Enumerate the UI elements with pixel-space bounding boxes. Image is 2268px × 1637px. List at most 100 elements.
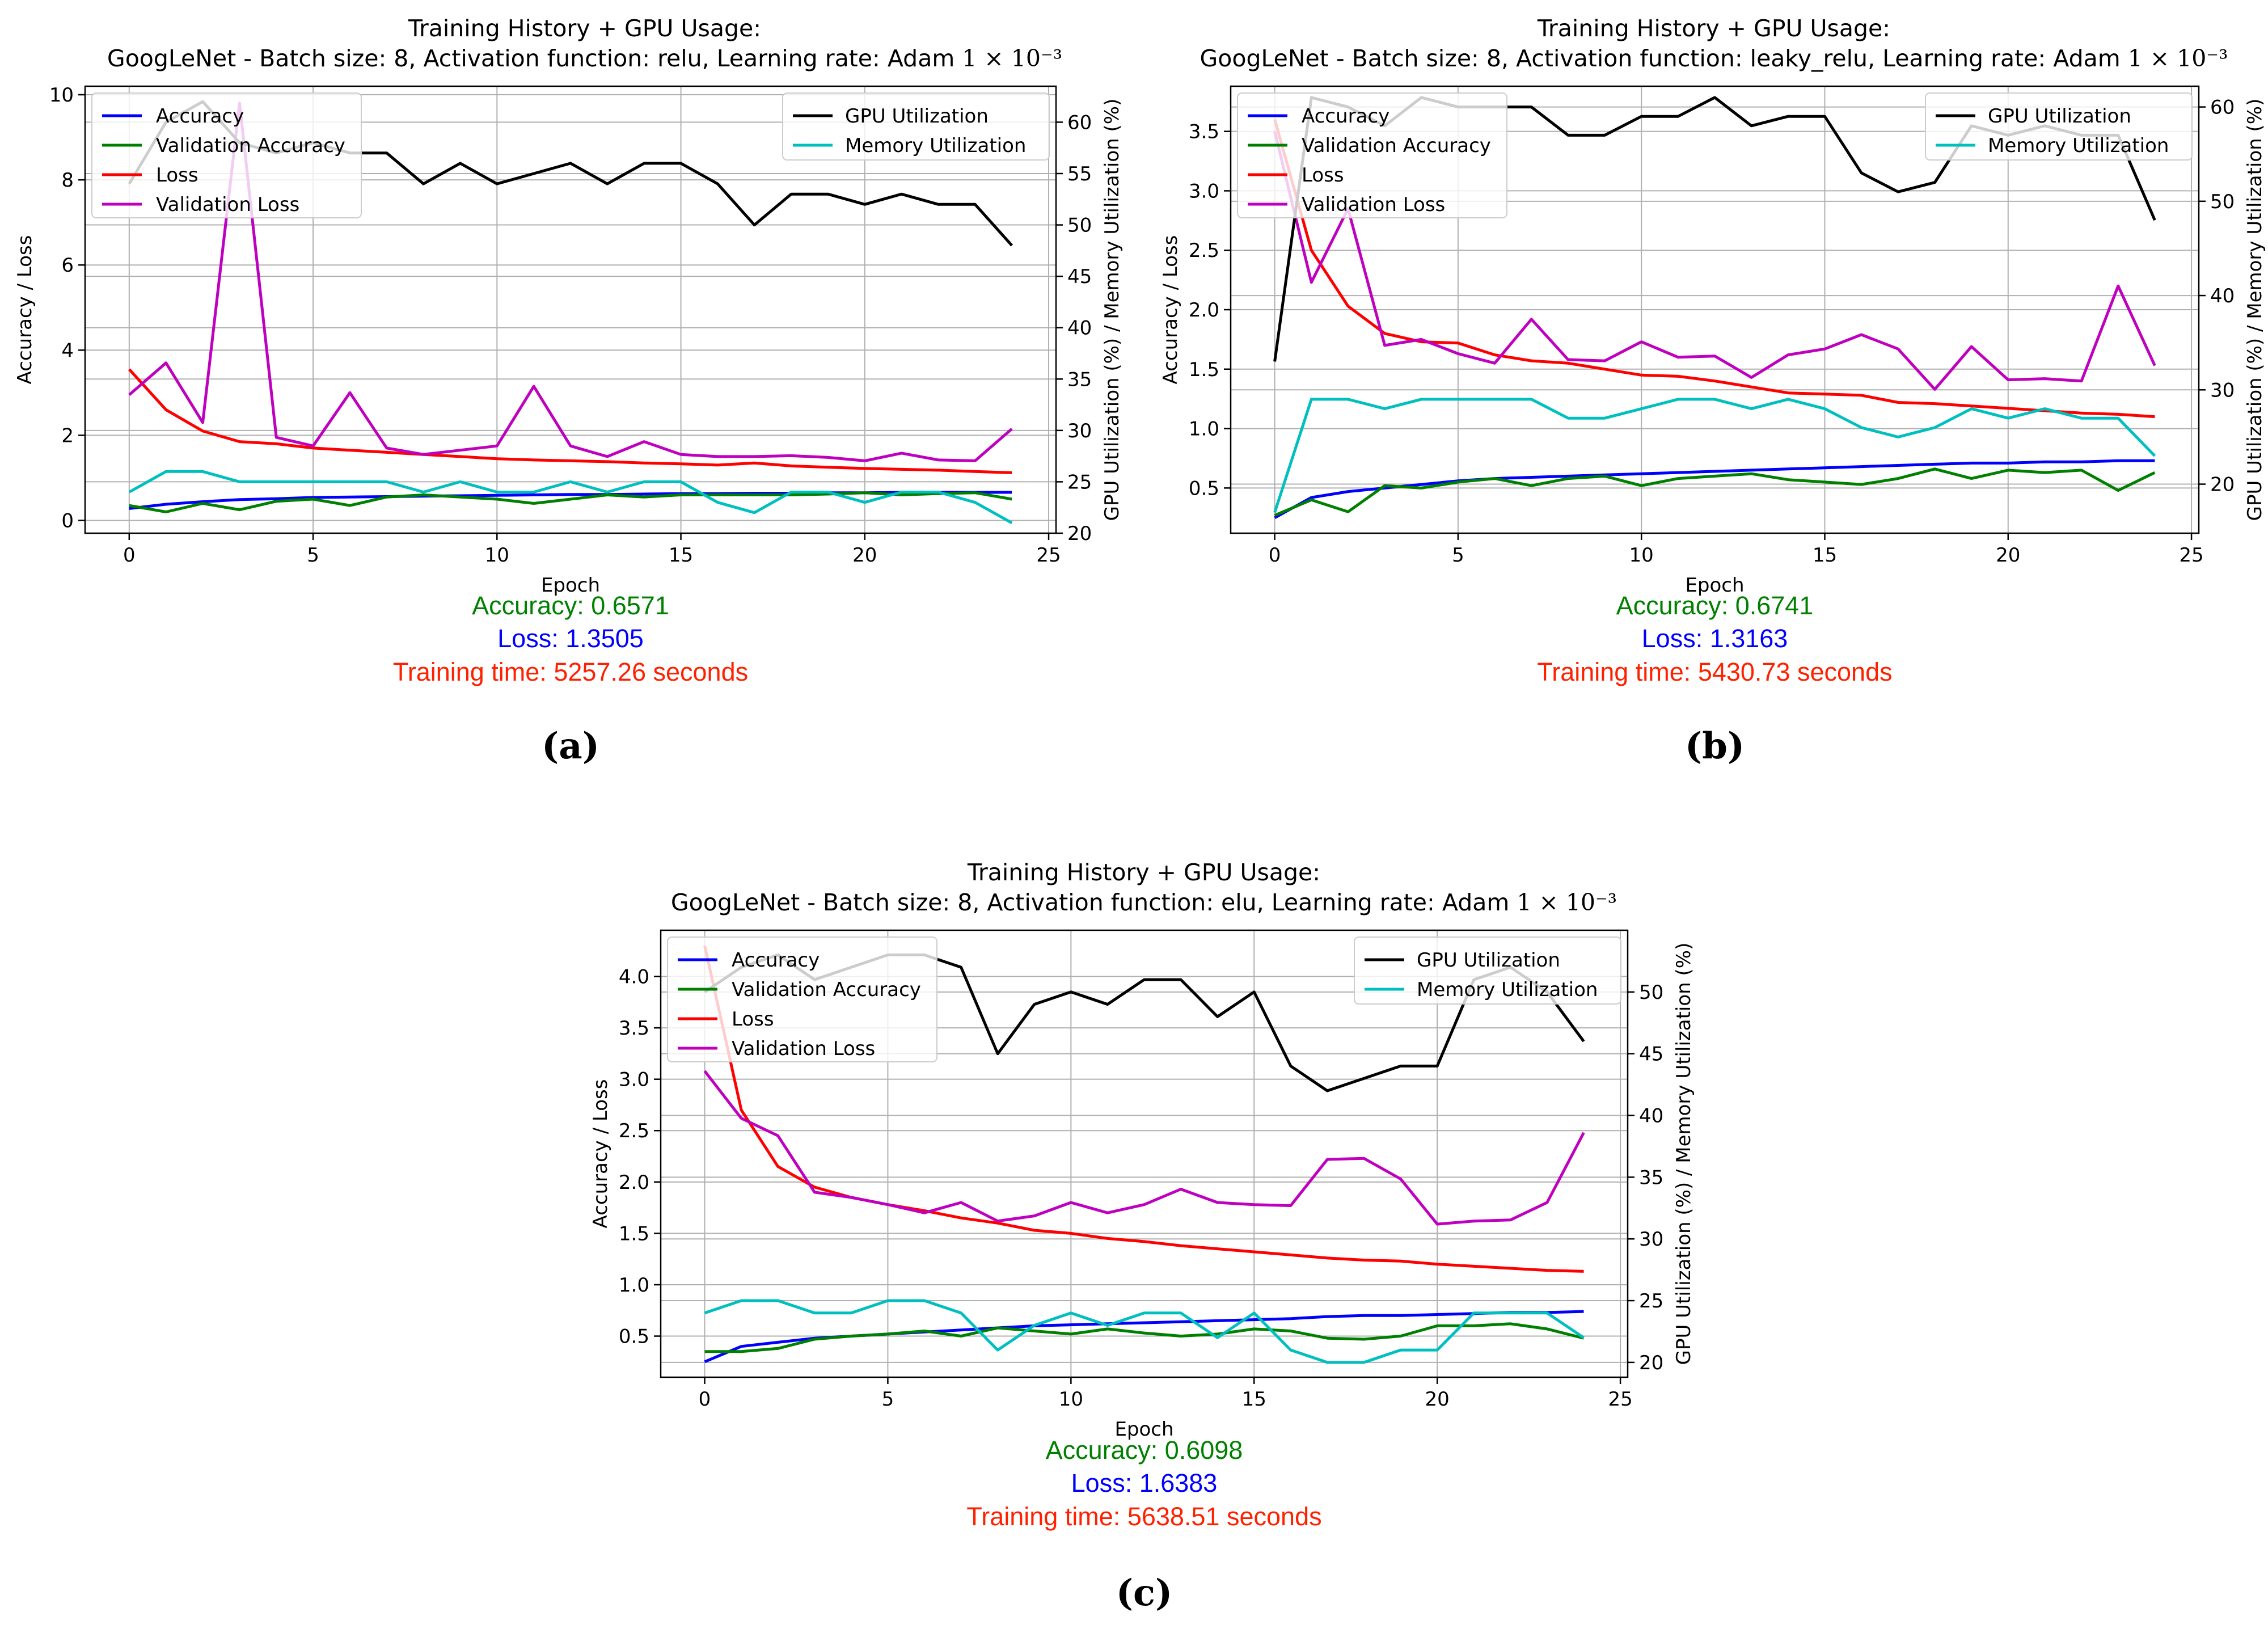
x-tick-label: 5 bbox=[882, 1388, 894, 1411]
y2-tick-label: 20 bbox=[2210, 474, 2235, 496]
legend-label-accuracy: Accuracy bbox=[156, 105, 244, 128]
x-tick-label: 15 bbox=[1813, 544, 1837, 567]
chart-panel-c: 0 5 10 15 20 25 0.5 1.0 1.5 2.0 2.5 3.0 3.5 4.0 20 25 30… bbox=[589, 859, 1695, 1614]
legend-label-gpu-utilization: GPU Utilization bbox=[845, 105, 989, 128]
legend-label-loss: Loss bbox=[732, 1008, 774, 1031]
y2-tick-label: 60 bbox=[1067, 111, 1092, 134]
y-tick-label: 0.5 bbox=[619, 1326, 649, 1348]
x-tick-label: 0 bbox=[699, 1388, 711, 1411]
y2-tick-label: 50 bbox=[2210, 191, 2235, 213]
legend-label-validation-accuracy: Validation Accuracy bbox=[732, 978, 921, 1001]
legend-label-accuracy: Accuracy bbox=[1302, 105, 1389, 128]
chart-panel-a: 0 5 10 15 20 25 0 2 4 6 8 10 20 25 30 35 40 45 50 55 60 Epoch… bbox=[14, 15, 1124, 767]
x-tick-label: 5 bbox=[307, 544, 319, 567]
y-tick-label: 2.5 bbox=[1189, 239, 1219, 262]
y-tick-label: 1.5 bbox=[1189, 358, 1219, 381]
y-tick-label: 1.0 bbox=[1189, 418, 1219, 441]
chart-subtitle-math: 1 × 10⁻³ bbox=[1509, 889, 1617, 916]
stat-loss: Loss: 1.6383 bbox=[1071, 1469, 1218, 1497]
y-tick-label: 2.0 bbox=[1189, 299, 1219, 322]
stat-accuracy: Accuracy: 0.6571 bbox=[472, 591, 669, 620]
x-tick-label: 10 bbox=[1059, 1388, 1083, 1411]
series-line-loss bbox=[1273, 119, 2155, 419]
series-line-memory-utilization bbox=[704, 1299, 1585, 1364]
legend-right: GPU Utilization Memory Utilization bbox=[1354, 936, 1621, 1005]
legend-label-validation-accuracy: Validation Accuracy bbox=[1302, 134, 1491, 157]
y-tick-label: 4.0 bbox=[619, 966, 649, 989]
y-tick-label: 0 bbox=[61, 509, 74, 532]
legend-left: Accuracy Validation Accuracy Loss Validatio… bbox=[667, 936, 937, 1062]
series-line-validation-accuracy bbox=[704, 1322, 1585, 1353]
y2-tick-label: 35 bbox=[1067, 368, 1092, 391]
plot-frame bbox=[660, 929, 1629, 1378]
y-tick-label: 2.0 bbox=[619, 1171, 649, 1194]
legend-label-validation-loss: Validation Loss bbox=[1302, 193, 1445, 216]
y-tick-label: 2 bbox=[61, 424, 74, 447]
y-axis-label: Accuracy / Loss bbox=[1159, 235, 1182, 385]
series-line-accuracy bbox=[1274, 459, 2155, 519]
y-tick-label: 3.0 bbox=[619, 1069, 649, 1091]
legend-label-validation-accuracy: Validation Accuracy bbox=[156, 134, 345, 157]
x-tick-label: 15 bbox=[1242, 1388, 1266, 1411]
y-tick-label: 1.5 bbox=[619, 1222, 649, 1245]
y-axis-label: Accuracy / Loss bbox=[589, 1079, 612, 1229]
y2-tick-label: 25 bbox=[1067, 471, 1092, 493]
stat-loss: Loss: 1.3163 bbox=[1642, 624, 1788, 653]
legend-box bbox=[1354, 936, 1621, 1005]
legend-left: Accuracy Validation Accuracy Loss Validatio… bbox=[1237, 92, 1507, 218]
legend-label-loss: Loss bbox=[1302, 164, 1344, 187]
y2-axis-label: GPU Utilization (%) / Memory Utilization… bbox=[1101, 99, 1124, 521]
y-tick-label: 4 bbox=[61, 339, 74, 362]
y2-tick-label: 60 bbox=[2210, 96, 2235, 119]
x-axis-label: Epoch bbox=[541, 574, 600, 597]
legend-label-validation-loss: Validation Loss bbox=[732, 1037, 875, 1060]
y-tick-label: 6 bbox=[61, 254, 74, 277]
x-tick-label: 25 bbox=[1036, 544, 1061, 567]
y-tick-label: 3.5 bbox=[619, 1017, 649, 1040]
chart-title: Training History + GPU Usage: bbox=[967, 859, 1320, 886]
legend-box bbox=[1237, 92, 1507, 218]
panel-label: (c) bbox=[1116, 1572, 1173, 1614]
y2-axis-label: GPU Utilization (%) / Memory Utilization… bbox=[1673, 943, 1695, 1365]
stat-accuracy: Accuracy: 0.6098 bbox=[1046, 1436, 1243, 1465]
chart-subtitle-math: 1 × 10⁻³ bbox=[2121, 45, 2228, 72]
x-tick-label: 20 bbox=[1425, 1388, 1450, 1411]
chart-subtitle-text: GoogLeNet - Batch size: 8, Activation fu… bbox=[1200, 45, 2121, 72]
y2-tick-label: 55 bbox=[1067, 163, 1092, 185]
stat-training-time: Training time: 5257.26 seconds bbox=[393, 657, 748, 686]
x-tick-label: 20 bbox=[852, 544, 877, 567]
y2-tick-label: 50 bbox=[1639, 981, 1663, 1004]
y2-tick-label: 40 bbox=[1067, 317, 1092, 340]
y2-tick-label: 30 bbox=[1067, 420, 1092, 442]
y2-tick-label: 25 bbox=[1639, 1290, 1663, 1313]
legend-right: GPU Utilization Memory Utilization bbox=[782, 92, 1050, 161]
chart-subtitle-math: 1 × 10⁻³ bbox=[954, 45, 1062, 72]
x-tick-label: 20 bbox=[1996, 544, 2020, 567]
chart-subtitle: GoogLeNet - Batch size: 8, Activation fu… bbox=[671, 889, 1617, 916]
x-tick-label: 5 bbox=[1452, 544, 1464, 567]
y2-axis-label: GPU Utilization (%) / Memory Utilization… bbox=[2244, 99, 2266, 521]
y2-tick-label: 20 bbox=[1639, 1352, 1663, 1374]
y2-tick-label: 30 bbox=[1639, 1228, 1663, 1251]
panel-label: (b) bbox=[1685, 725, 1745, 767]
y2-tick-label: 45 bbox=[1067, 265, 1092, 288]
legend-label-validation-loss: Validation Loss bbox=[156, 193, 299, 216]
legend-right: GPU Utilization Memory Utilization bbox=[1925, 92, 2193, 161]
y2-tick-label: 45 bbox=[1639, 1043, 1663, 1066]
y2-tick-label: 35 bbox=[1639, 1166, 1663, 1189]
series-line-validation-loss bbox=[1273, 131, 2156, 391]
chart-subtitle: GoogLeNet - Batch size: 8, Activation fu… bbox=[107, 45, 1062, 72]
chart-subtitle-text: GoogLeNet - Batch size: 8, Activation fu… bbox=[107, 45, 954, 72]
legend-label-loss: Loss bbox=[156, 164, 198, 187]
chart-subtitle-text: GoogLeNet - Batch size: 8, Activation fu… bbox=[671, 889, 1509, 916]
x-tick-label: 10 bbox=[1629, 544, 1654, 567]
stat-training-time: Training time: 5430.73 seconds bbox=[1537, 657, 1892, 686]
y-tick-label: 3.0 bbox=[1189, 180, 1219, 202]
legend-box bbox=[667, 936, 937, 1062]
legend-label-memory-utilization: Memory Utilization bbox=[1417, 978, 1598, 1001]
x-tick-label: 0 bbox=[1269, 544, 1281, 567]
chart-title: Training History + GPU Usage: bbox=[1537, 15, 1890, 42]
legend-label-accuracy: Accuracy bbox=[732, 949, 820, 972]
x-tick-label: 10 bbox=[485, 544, 509, 567]
